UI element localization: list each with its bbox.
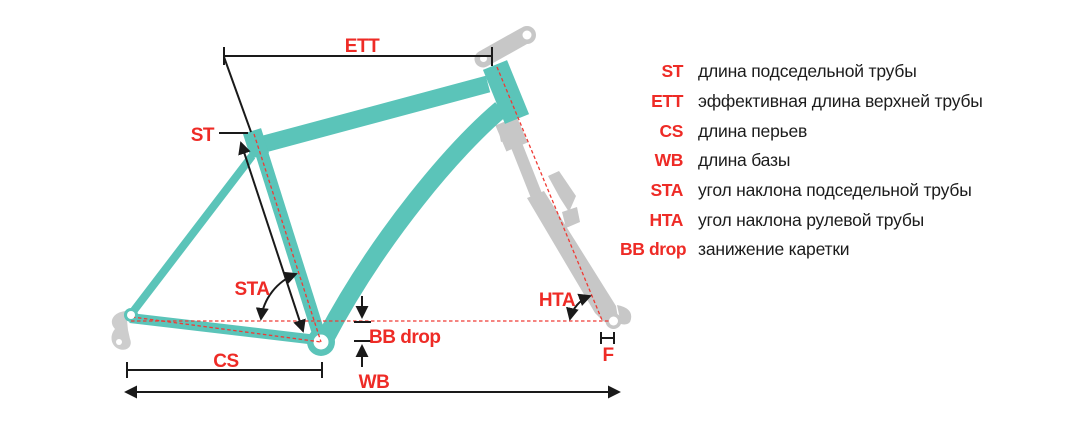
seat-tube	[249, 133, 328, 343]
rear-axle	[127, 311, 135, 319]
measurements	[124, 47, 621, 399]
fork	[495, 116, 632, 329]
fork-crown	[495, 116, 528, 152]
legend-row-st: ST длина подседельной трубы	[620, 57, 983, 87]
legend-row-ett: ETT эффективная длина верхней трубы	[620, 87, 983, 117]
bbdrop-measure	[354, 296, 371, 367]
f-measure	[600, 332, 615, 344]
sta-angle-arc	[255, 271, 298, 321]
front-axle	[609, 316, 618, 326]
label-wb: WB	[359, 372, 390, 393]
chainstay-axis-line	[131, 316, 322, 343]
ett-measure	[223, 47, 493, 133]
legend-abbr: BB drop	[620, 239, 687, 260]
legend-abbr: ETT	[651, 91, 683, 112]
cs-measure	[126, 362, 323, 378]
legend-desc: длина перьев	[698, 120, 808, 141]
legend-row-sta: STA угол наклона подседельной трубы	[620, 176, 983, 206]
brake-mount-tab	[548, 171, 576, 212]
fork-lower-leg	[527, 191, 618, 324]
legend-row-hta: HTA угол наклона рулевой трубы	[620, 205, 983, 235]
hta-angle-arc	[566, 293, 592, 321]
legend-desc: длина подседельной трубы	[698, 61, 917, 82]
label-st: ST	[191, 125, 215, 146]
rear-derailleur-hanger	[111, 311, 131, 350]
label-cs: CS	[213, 351, 238, 372]
legend-abbr: WB	[654, 150, 684, 171]
diagram-labels: ETT ST STA CS WB BB drop HTA F	[191, 36, 614, 393]
legend-desc: угол наклона подседельной трубы	[698, 180, 972, 201]
legend-desc: занижение каретки	[698, 239, 850, 260]
seat-axis-extension-line	[223, 56, 252, 133]
down-tube	[317, 102, 507, 344]
label-hta: HTA	[539, 290, 576, 311]
legend-abbr: STA	[650, 180, 683, 201]
legend-desc: эффективная длина верхней трубы	[698, 91, 983, 112]
legend-abbr: ST	[661, 61, 683, 82]
legend-row-wb: WB длина базы	[620, 146, 983, 176]
head-tube-axis-line	[496, 66, 603, 321]
label-bb-drop: BB drop	[369, 327, 440, 348]
head-tube	[482, 60, 530, 124]
legend-abbr: CS	[659, 120, 683, 141]
label-sta: STA	[234, 279, 270, 300]
top-tube	[250, 75, 491, 156]
legend-desc: угол наклона рулевой трубы	[698, 209, 925, 230]
frame	[124, 60, 530, 356]
label-f: F	[602, 345, 613, 366]
fork-stanchion	[510, 141, 543, 200]
legend-desc: длина базы	[698, 150, 791, 171]
label-ett: ETT	[345, 36, 380, 57]
legend-abbr: HTA	[649, 209, 684, 230]
seat-stay	[128, 153, 256, 316]
legend: ST длина подседельной трубы ETT эффектив…	[620, 57, 983, 265]
legend-row-cs: CS длина перьев	[620, 116, 983, 146]
legend-row-bb-drop: BB drop занижение каретки	[620, 235, 983, 265]
